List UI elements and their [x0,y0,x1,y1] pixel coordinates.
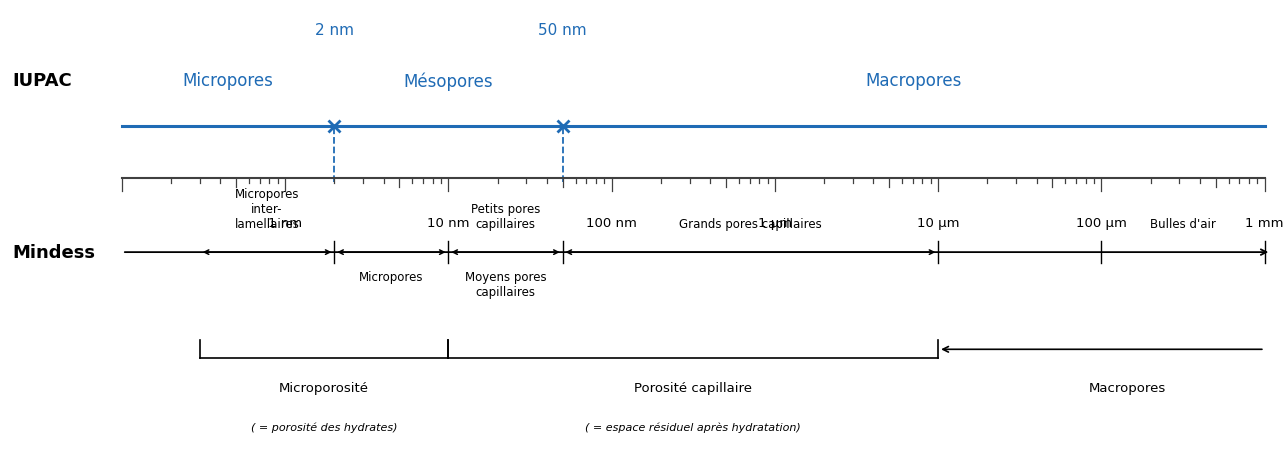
Text: 1 μm: 1 μm [758,216,792,230]
Text: Micropores: Micropores [182,72,273,90]
Text: 10 nm: 10 nm [428,216,470,230]
Text: Petits pores
capillaires: Petits pores capillaires [471,202,541,230]
Text: Porosité capillaire: Porosité capillaire [634,381,752,394]
Text: Grands pores capillaires: Grands pores capillaires [679,217,822,230]
Text: Macropores: Macropores [865,72,962,90]
Text: 100 nm: 100 nm [587,216,637,230]
Text: Mésopores: Mésopores [403,72,493,90]
Text: Microporosité: Microporosité [279,381,370,394]
Text: ( = espace résiduel après hydratation): ( = espace résiduel après hydratation) [586,422,801,432]
Text: Micropores
inter-
lamellaires: Micropores inter- lamellaires [235,187,299,230]
Text: 1 mm: 1 mm [1245,216,1284,230]
Text: 50 nm: 50 nm [538,23,587,37]
Text: Mindess: Mindess [13,244,96,262]
Text: 2 nm: 2 nm [315,23,354,37]
Text: 1 nm: 1 nm [268,216,302,230]
Text: ( = porosité des hydrates): ( = porosité des hydrates) [250,422,398,432]
Text: Moyens pores
capillaires: Moyens pores capillaires [465,271,547,299]
Text: 10 μm: 10 μm [917,216,959,230]
Text: Micropores: Micropores [360,271,424,284]
Text: 100 μm: 100 μm [1076,216,1127,230]
Text: Macropores: Macropores [1089,381,1166,394]
Text: IUPAC: IUPAC [13,72,73,90]
Text: Bulles d'air: Bulles d'air [1150,217,1216,230]
